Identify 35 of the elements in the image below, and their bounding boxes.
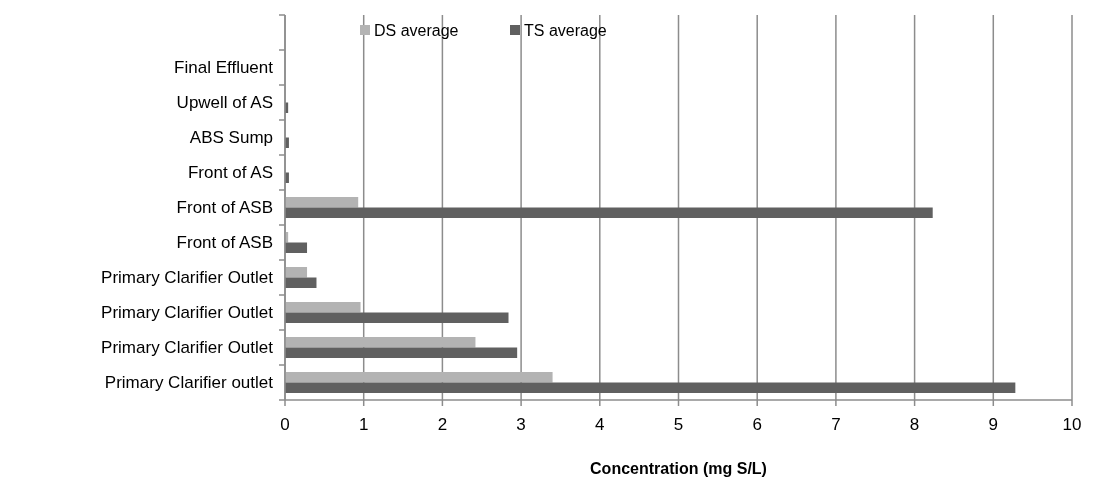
x-tick-label: 6 [752,415,762,434]
x-tick-label: 2 [437,415,448,434]
x-tick-label: 3 [516,415,526,434]
bar [285,347,518,358]
bar [285,382,1016,393]
y-tick-label: ABS Sump [189,128,273,148]
x-tick-label: 0 [280,415,290,434]
y-tick-label: Primary Clarifier Outlet [101,303,274,323]
x-tick-label: 8 [909,415,920,434]
x-tick-label: 9 [988,415,999,434]
bar [285,197,359,208]
y-tick-label: Primary Clarifier Outlet [101,338,274,358]
x-tick-label: 7 [831,415,841,434]
bar [285,372,553,383]
y-tick-label: Primary Clarifier outlet [104,373,274,393]
y-tick-label: Front of ASB [176,198,273,218]
y-tick-label: Primary Clarifier Outlet [101,268,274,288]
legend-label: TS average [524,21,607,39]
x-tick-label: 1 [358,415,369,434]
y-tick-label: Front of AS [187,163,273,183]
bar [285,277,317,288]
y-tick-label: Front of ASB [176,233,273,253]
x-tick-label: 10 [1062,415,1082,434]
x-tick-label: 5 [673,415,684,434]
x-tick-label: 4 [595,415,605,434]
y-tick-label: Final Effluent [174,58,274,78]
bar [285,267,308,278]
bar [285,302,361,313]
bar [285,207,933,218]
y-tick-label: Upwell of AS [176,93,273,113]
x-axis-title: Concentration (mg S/L) [590,460,767,477]
bar [285,242,308,253]
bar [285,312,509,323]
legend-label: DS average [374,21,459,39]
bar [285,337,476,348]
